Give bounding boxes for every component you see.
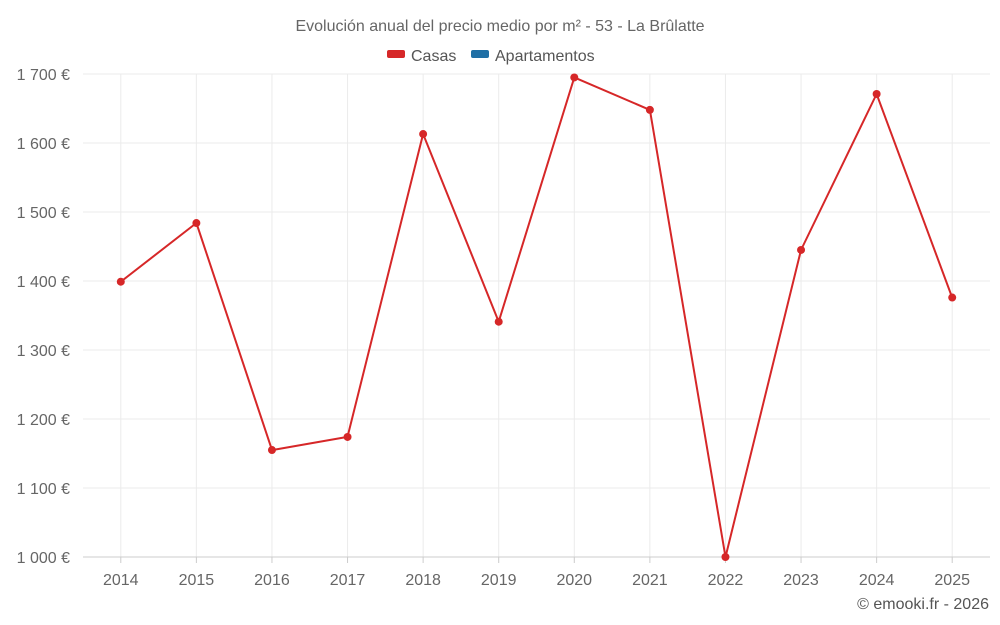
- y-tick-label: 1 700 €: [17, 67, 70, 84]
- data-point[interactable]: [419, 130, 428, 139]
- x-tick-label: 2018: [405, 572, 441, 589]
- y-tick-label: 1 000 €: [17, 550, 70, 567]
- x-tick-label: 2022: [708, 572, 744, 589]
- data-point[interactable]: [494, 317, 503, 326]
- data-point[interactable]: [948, 293, 957, 302]
- x-tick-label: 2020: [556, 572, 592, 589]
- legend-swatch-casas: [387, 50, 405, 58]
- x-axis: 2014 2015 2016 2017 2018 2019 2020 2021 2022 2023…: [83, 556, 990, 589]
- y-axis: 1 000 € 1 100 € 1 200 € 1 300 € 1 400 € 1 500…: [17, 67, 70, 567]
- plot-area: [116, 73, 957, 561]
- data-point[interactable]: [645, 105, 654, 114]
- x-tick-label: 2025: [934, 572, 970, 589]
- x-tick-label: 2014: [103, 572, 139, 589]
- y-tick-label: 1 300 €: [17, 343, 70, 360]
- series-line-casas: [120, 76, 954, 558]
- y-tick-label: 1 100 €: [17, 481, 70, 498]
- grid: [83, 73, 990, 558]
- data-point[interactable]: [116, 277, 125, 286]
- legend-item-apartamentos[interactable]: Apartamentos: [471, 48, 595, 65]
- data-point[interactable]: [192, 219, 201, 228]
- data-point[interactable]: [797, 245, 806, 254]
- legend-label-apartamentos: Apartamentos: [495, 48, 595, 65]
- data-point[interactable]: [570, 73, 579, 82]
- legend-swatch-apartamentos: [471, 50, 489, 58]
- x-tick-label: 2017: [330, 572, 366, 589]
- legend: Casas Apartamentos: [387, 48, 595, 65]
- y-tick-label: 1 500 €: [17, 205, 70, 222]
- credit-text: © emooki.fr - 2026: [857, 596, 989, 613]
- x-tick-label: 2023: [783, 572, 819, 589]
- data-point[interactable]: [267, 446, 276, 455]
- x-tick-label: 2021: [632, 572, 668, 589]
- data-point[interactable]: [343, 432, 352, 441]
- y-tick-label: 1 400 €: [17, 274, 70, 291]
- x-tick-label: 2016: [254, 572, 290, 589]
- y-tick-label: 1 200 €: [17, 412, 70, 429]
- data-point[interactable]: [721, 553, 730, 561]
- x-tick-label: 2019: [481, 572, 517, 589]
- x-tick-label: 2024: [859, 572, 895, 589]
- legend-label-casas: Casas: [411, 48, 456, 65]
- data-point[interactable]: [872, 90, 881, 99]
- x-tick-label: 2015: [179, 572, 215, 589]
- chart-title: Evolución anual del precio medio por m² …: [295, 18, 704, 35]
- legend-item-casas[interactable]: Casas: [387, 48, 456, 65]
- y-tick-label: 1 600 €: [17, 136, 70, 153]
